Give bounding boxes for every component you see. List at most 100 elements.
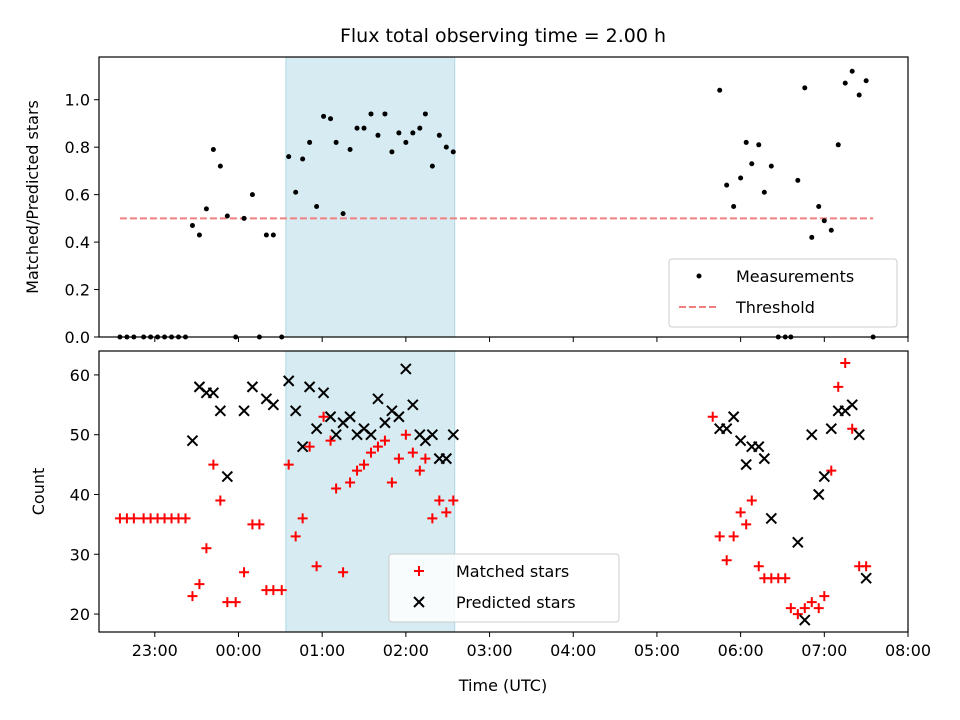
predicted-star-point [846,399,858,411]
measurement-point [293,189,299,195]
matched-star-point [792,609,803,620]
measurement-point [396,130,402,136]
predicted-star-point [372,393,384,405]
measurement-point [768,163,774,169]
matched-star-point [304,441,315,452]
y-tick-label: 0.4 [65,233,90,252]
measurement-point [743,139,749,145]
matched-star-point [239,567,250,578]
predicted-star-point [806,428,818,441]
shaded-interval [285,56,456,338]
x-tick-label: 08:00 [885,641,931,660]
y-tick-label: 50 [70,426,90,445]
legend-box [388,553,620,623]
measurement-point [436,132,442,138]
measurement-point [314,203,320,209]
matched-star-point [254,519,265,530]
predicted-star-point [310,423,323,435]
predicted-star-point [426,428,439,441]
measurement-point [347,147,353,153]
x-tick-label: 07:00 [801,641,847,660]
measurement-point [717,87,723,93]
x-tick-label: 03:00 [466,641,512,660]
measurement-point [340,211,346,217]
measurement-point [263,232,269,238]
y-tick-label: 0.6 [65,186,90,205]
measurement-point [828,227,834,233]
matched-star-point [448,495,459,506]
matched-star-point [753,561,764,572]
predicted-star-point [740,458,752,471]
matched-star-point [386,477,397,488]
measurement-point [816,203,822,209]
matched-star-point [201,543,212,554]
predicted-star-point [303,381,316,393]
predicted-star-point [727,411,740,423]
predicted-star-point [447,428,459,441]
predicted-star-point [813,488,825,501]
measurement-point [210,147,216,153]
predicted-star-point [440,452,453,465]
measurement-point [270,232,276,238]
matched-star-point [297,513,308,524]
legend-label: Threshold [735,298,815,317]
measurement-point [224,213,230,219]
legend-marker-matched [414,566,424,576]
legend-marker-predicted [413,596,425,608]
measurement-point [249,192,255,198]
matched-star-point [741,519,752,530]
measurement-point [450,149,456,155]
measurement-point [738,175,744,181]
y-tick-label: 20 [70,605,90,624]
matched-star-point [434,495,445,506]
matched-star-point [780,573,791,584]
measurement-point [835,142,841,148]
measurement-point [328,116,334,122]
chart-title: Flux total observing time = 2.00 h [340,25,666,47]
matched-star-point [365,447,376,458]
plot-frame [98,350,909,633]
predicted-star-point [330,428,342,441]
x-tick-label: 00:00 [215,641,261,660]
measurement-point [761,189,767,195]
measurement-point [422,111,428,117]
predicted-star-point [238,405,250,417]
x-tick-label: 02:00 [383,641,429,660]
matched-star-point [714,531,725,542]
x-tick-label: 06:00 [718,641,764,660]
matched-star-point [813,603,824,614]
predicted-star-point [214,405,227,417]
measurement-point [354,125,360,131]
matched-star-point [806,597,817,608]
ratio-panel: 0.0 0.2 0.4 0.6 0.8 1.0 Matched/Predicted star… [23,56,909,347]
matched-star-point [379,435,390,446]
measurement-point [756,142,762,148]
measurement-point [731,203,737,209]
x-tick-label: 05:00 [634,641,680,660]
x-tick-label: 01:00 [299,641,345,660]
measurement-point [795,177,801,183]
predicted-star-point [317,387,330,399]
matched-star-point [325,435,336,446]
matched-star-point [728,531,739,542]
predicted-star-point [393,411,405,423]
predicted-star-point [407,399,419,411]
measurement-point [361,125,367,131]
matched-star-point [283,459,294,470]
matched-star-point [290,531,301,542]
matched-star-point [833,381,844,392]
matched-star-point [331,483,342,494]
matched-star-point [799,603,810,614]
measurement-point [333,139,339,145]
measurement-point [286,154,292,160]
measurement-point [196,232,202,238]
predicted-star-point [344,411,356,423]
matched-star-point [276,585,287,596]
matched-star-point [268,585,279,596]
matched-star-point [441,507,452,518]
measurement-point [217,163,223,169]
y-tick-label: 0.2 [65,281,90,300]
matched-star-point [187,591,198,602]
matched-star-point [222,597,233,608]
matched-star-point [826,465,837,476]
